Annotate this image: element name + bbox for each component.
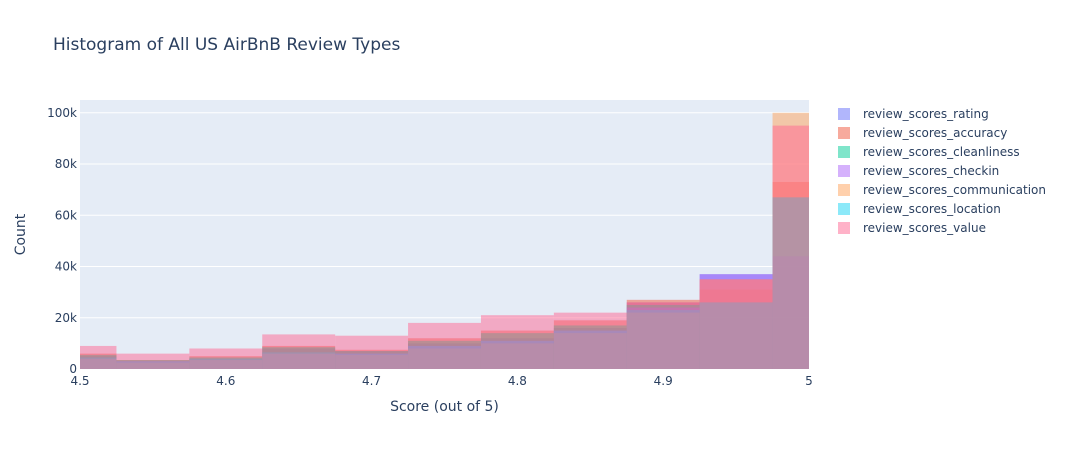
x-tick-label: 4.6 [216, 374, 235, 388]
y-tick-label: 60k [55, 208, 77, 222]
x-axis-title: Score (out of 5) [390, 399, 499, 415]
legend-swatch [838, 184, 850, 196]
legend-item[interactable]: review_scores_accuracy [838, 126, 1007, 140]
legend-label: review_scores_cleanliness [863, 145, 1020, 159]
x-tick-label: 4.5 [70, 374, 89, 388]
legend-label: review_scores_location [863, 202, 1001, 216]
x-axis-ticks: 4.5 4.6 4.7 4.8 4.9 5 [70, 374, 812, 388]
histogram-bar[interactable] [553, 312, 627, 369]
legend-swatch [838, 127, 850, 139]
chart-title: Histogram of All US AirBnB Review Types [53, 35, 400, 55]
legend[interactable]: review_scores_rating review_scores_accura… [838, 107, 1046, 235]
legend-item[interactable]: review_scores_rating [838, 107, 989, 121]
y-axis-ticks: 0 20k 40k 60k 80k 100k [47, 106, 77, 376]
y-tick-label: 80k [55, 157, 77, 171]
histogram-bar[interactable] [480, 315, 554, 369]
legend-label: review_scores_communication [863, 183, 1046, 197]
x-tick-label: 4.9 [654, 374, 673, 388]
legend-swatch [838, 165, 850, 177]
legend-label: review_scores_rating [863, 107, 989, 121]
x-tick-label: 5 [805, 374, 813, 388]
y-axis-title: Count [13, 213, 29, 255]
x-tick-label: 4.8 [508, 374, 527, 388]
histogram-bar[interactable] [116, 353, 190, 369]
histogram-bar[interactable] [335, 335, 409, 369]
legend-label: review_scores_accuracy [863, 126, 1007, 140]
legend-swatch [838, 222, 850, 234]
y-tick-label: 0 [69, 362, 77, 376]
y-tick-label: 100k [47, 106, 77, 120]
x-tick-label: 4.7 [362, 374, 381, 388]
legend-item[interactable]: review_scores_communication [838, 183, 1046, 197]
legend-swatch [838, 108, 850, 120]
legend-item[interactable]: review_scores_cleanliness [838, 145, 1020, 159]
legend-item[interactable]: review_scores_location [838, 202, 1001, 216]
legend-item[interactable]: review_scores_value [838, 221, 986, 235]
histogram-bar[interactable] [408, 322, 481, 369]
legend-item[interactable]: review_scores_checkin [838, 164, 999, 178]
histogram-bar[interactable] [699, 279, 773, 369]
histogram-bar[interactable] [80, 345, 117, 369]
histogram-bars [80, 112, 809, 370]
y-tick-label: 20k [55, 311, 77, 325]
legend-label: review_scores_value [863, 221, 986, 235]
histogram-bar[interactable] [626, 302, 700, 369]
y-tick-label: 40k [55, 260, 77, 274]
histogram-bar[interactable] [189, 348, 263, 369]
histogram-bar[interactable] [772, 125, 809, 369]
legend-label: review_scores_checkin [863, 164, 999, 178]
histogram-bar[interactable] [262, 334, 336, 369]
series-review-scores-value [80, 125, 809, 369]
legend-swatch [838, 203, 850, 215]
legend-swatch [838, 146, 850, 158]
